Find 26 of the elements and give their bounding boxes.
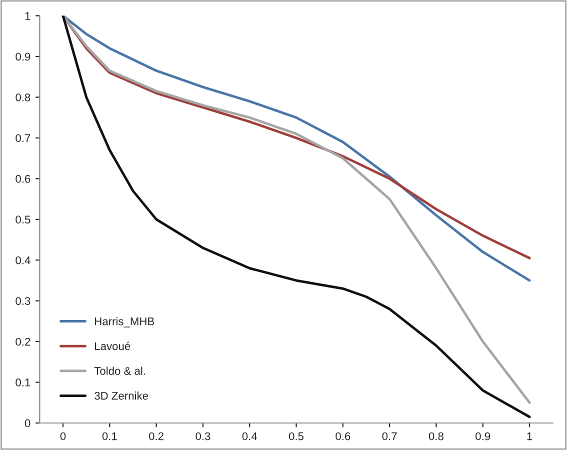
y-tick-label: 0.8 (16, 93, 30, 102)
legend-label: 3D Zernike (94, 392, 148, 400)
y-tick-label: 0.9 (16, 52, 30, 61)
legend-label: Lavoué (95, 342, 130, 350)
x-tick-label: 0.6 (336, 432, 350, 440)
x-tick-label: 1 (527, 432, 532, 440)
x-tick-label: 0.4 (242, 432, 258, 440)
x-tick-label: 0.7 (382, 432, 397, 440)
y-tick-label: 0.6 (16, 174, 30, 183)
y-tick-label: 0.3 (16, 297, 30, 305)
x-tick-label: 0.1 (102, 432, 117, 440)
legend-label: Toldo & al. (94, 366, 145, 375)
y-tick-label: 0.7 (16, 134, 30, 142)
y-tick-label: 0.2 (16, 338, 30, 346)
y-tick-label: 0.1 (16, 378, 30, 386)
x-tick-label: 0 (60, 432, 66, 440)
x-tick-label: 0.5 (288, 432, 304, 440)
x-tick-label: 0.2 (149, 432, 164, 440)
legend-label: Harris_MHB (95, 317, 154, 328)
y-tick-label: 0.4 (16, 256, 30, 264)
y-tick-label: 0.5 (16, 216, 30, 224)
x-tick-label: 0.8 (428, 432, 444, 440)
x-tick-label: 0.3 (196, 432, 210, 440)
x-tick-label: 0.9 (476, 432, 490, 440)
y-tick-label: 0 (24, 419, 30, 428)
y-tick-label: 1 (25, 12, 30, 20)
